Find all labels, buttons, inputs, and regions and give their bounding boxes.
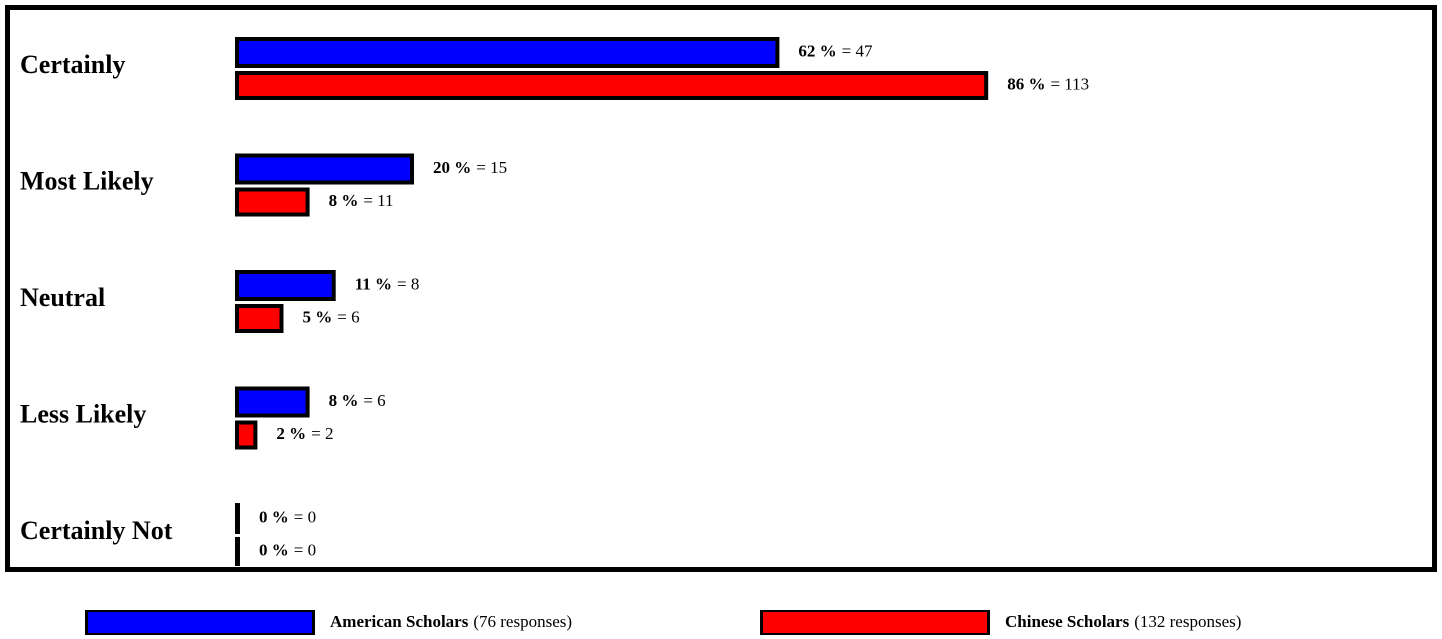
bar	[235, 187, 310, 217]
legend-fill	[763, 612, 987, 633]
count-label: = 6	[363, 391, 385, 410]
percent-label: 2 %	[276, 424, 306, 443]
bar	[235, 37, 780, 68]
bar	[235, 386, 310, 418]
value-label: 86 % = 113	[1007, 74, 1089, 93]
bar-fill	[239, 308, 280, 329]
legend-fill	[88, 612, 312, 633]
count-label: = 113	[1050, 74, 1089, 93]
legend-name: American Scholars	[330, 612, 469, 631]
category-label: Neutral	[20, 283, 105, 312]
value-label: 62 % = 47	[798, 41, 873, 60]
percent-label: 0 %	[259, 507, 289, 526]
legend-swatch	[85, 610, 315, 635]
bar-border	[235, 537, 240, 566]
bar	[235, 153, 414, 185]
value-label: 0 % = 0	[259, 507, 316, 526]
percent-label: 5 %	[303, 307, 333, 326]
bar	[235, 304, 284, 333]
value-label: 8 % = 6	[329, 391, 386, 410]
percent-label: 62 %	[798, 41, 836, 60]
count-label: = 0	[294, 540, 316, 559]
count-label: = 47	[842, 41, 873, 60]
category-label: Certainly Not	[20, 516, 173, 545]
bar-fill	[239, 274, 332, 297]
value-label: 2 % = 2	[276, 424, 333, 443]
percent-label: 86 %	[1007, 74, 1045, 93]
percent-label: 0 %	[259, 540, 289, 559]
bar-border	[235, 503, 240, 534]
legend-note: (132 responses)	[1134, 612, 1241, 631]
count-label: = 11	[363, 191, 393, 210]
value-label: 0 % = 0	[259, 540, 316, 559]
bar	[235, 537, 240, 566]
count-label: = 2	[311, 424, 333, 443]
category-label: Certainly	[20, 50, 125, 79]
bar-fill	[239, 41, 776, 64]
legend-name: Chinese Scholars	[1005, 612, 1130, 631]
value-label: 8 % = 11	[329, 191, 394, 210]
bar	[235, 270, 336, 301]
bar	[235, 420, 258, 450]
percent-label: 8 %	[329, 391, 359, 410]
bar-fill	[239, 424, 254, 446]
legend-label: Chinese Scholars (132 responses)	[1005, 612, 1241, 631]
legend-label: American Scholars (76 responses)	[330, 612, 572, 631]
count-label: = 15	[476, 158, 507, 177]
value-label: 20 % = 15	[433, 158, 507, 177]
value-label: 5 % = 6	[303, 307, 360, 326]
bar-fill	[239, 191, 306, 213]
value-label: 11 % = 8	[355, 274, 420, 293]
bar-fill	[239, 157, 410, 181]
category-label: Less Likely	[20, 399, 146, 428]
count-label: = 8	[397, 274, 419, 293]
percent-label: 20 %	[433, 158, 471, 177]
legend-note: (76 responses)	[473, 612, 572, 631]
bar-fill	[239, 390, 306, 414]
count-label: = 0	[294, 507, 316, 526]
bar	[235, 503, 240, 534]
category-label: Most Likely	[20, 166, 154, 195]
percent-label: 8 %	[329, 191, 359, 210]
bar-fill	[239, 75, 985, 96]
percent-label: 11 %	[355, 274, 392, 293]
count-label: = 6	[337, 307, 359, 326]
legend-swatch	[760, 610, 990, 635]
bar	[235, 71, 989, 100]
